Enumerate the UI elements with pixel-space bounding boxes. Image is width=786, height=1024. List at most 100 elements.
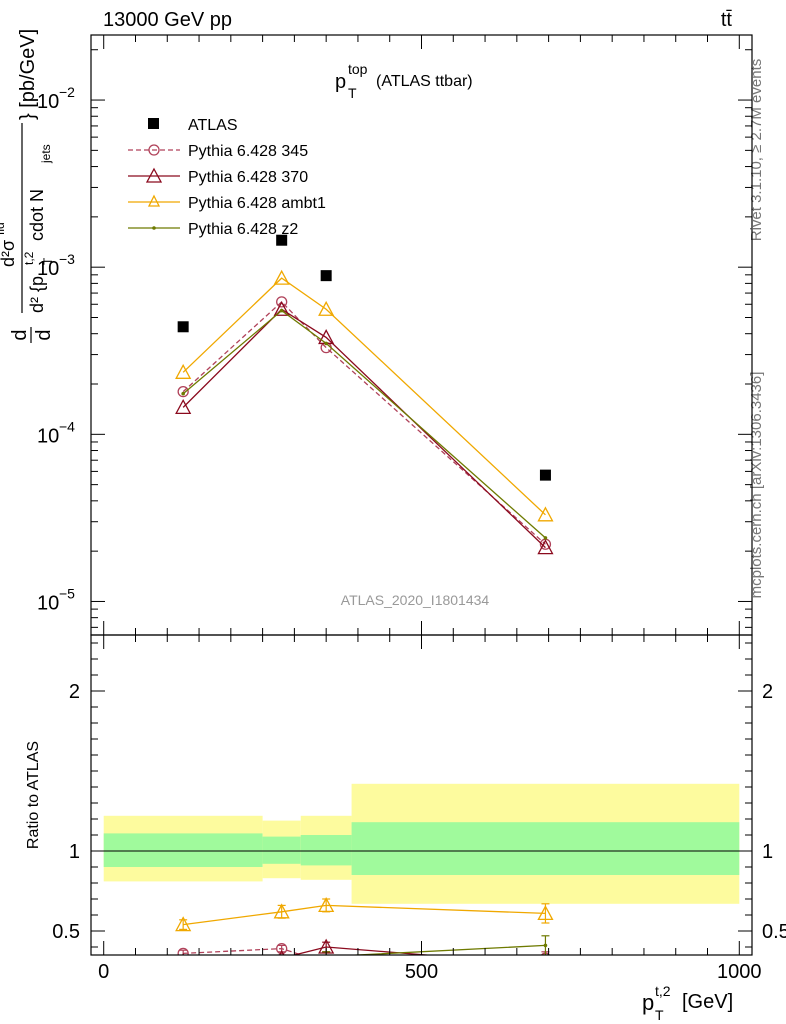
ylabel-d-top: d: [9, 329, 31, 340]
point-atlas-2: [320, 270, 332, 282]
point-pythia-6-428-370-3: [537, 539, 554, 555]
legend-label-ambt1: Pythia 6.428 ambt1: [188, 195, 326, 212]
main-panel: ATLAS_2020_I1801434 p top T (ATLAS ttbar…: [0, 29, 753, 636]
series-pythia-6-428-345: [177, 296, 552, 550]
title-sup: top: [348, 61, 368, 77]
ratio-point-pythia-6-428-345-1: [276, 942, 288, 955]
series-atlas: [177, 234, 551, 481]
legend-entry-atlas: ATLAS: [148, 117, 238, 134]
ratio-point-pythia-6-428-370-3: [538, 958, 552, 971]
ratio-panel: 0.5 0.5 1 1 2 2 0 500 1000 Ratio to ATLAS p t,2…: [25, 634, 786, 1023]
legend-marker-z2: [152, 226, 156, 230]
point-pythia-6-428-345-1: [276, 296, 288, 308]
point-pythia-6-428-370-1: [273, 300, 290, 316]
ylabel-num-sup: fid: [0, 222, 7, 235]
ratio-point-pythia-6-428-345-2: [321, 958, 331, 968]
legend-marker-atlas: [148, 118, 159, 129]
ratio-xtick-label: 1000: [717, 961, 762, 983]
main-ytick-label-base: 10: [37, 425, 59, 447]
series-line-pythia-6-428-ambt1: [182, 277, 546, 516]
legend-label-atlas: ATLAS: [188, 117, 238, 134]
legend-marker-370: [145, 167, 163, 183]
main-ytick-label-base: 10: [37, 91, 59, 113]
ratio-band-inner-1: [262, 836, 301, 864]
title-sub: T: [348, 85, 357, 101]
point-pythia-6-428-ambt1-1: [273, 269, 290, 285]
main-ylabel: d d d²σ fid d² {p t,2 T cdot N jets } [p…: [0, 29, 55, 343]
beam-label: 13000 GeV pp: [103, 9, 232, 31]
ylabel-units: } [pb/GeV]: [17, 29, 39, 120]
ratio-point-pythia-6-428-ambt1-0: [175, 916, 192, 932]
legend-entry-z2: Pythia 6.428 z2: [128, 221, 298, 238]
main-ytick-label-exp: −4: [59, 418, 75, 434]
point-pythia-6-428-ambt1-0: [175, 363, 192, 379]
ratio-point-pythia-6-428-ambt1-3: [537, 905, 554, 921]
ylabel-den-sup: t,2: [22, 251, 36, 265]
legend-marker-ambt1: [147, 194, 161, 207]
point-atlas-0: [177, 321, 189, 333]
analysis-watermark: ATLAS_2020_I1801434: [341, 592, 490, 608]
ratio-ytick-label: 1: [69, 841, 80, 863]
ratio-point-pythia-6-428-ambt1-1: [273, 903, 290, 919]
ratio-ytick-label-right: 2: [762, 681, 773, 703]
point-pythia-6-428-345-0: [177, 386, 189, 398]
legend-entry-ambt1: Pythia 6.428 ambt1: [128, 194, 326, 212]
series-line-pythia-6-428-345: [182, 300, 546, 545]
ratio-band-inner-0: [103, 833, 263, 867]
point-pythia-6-428-ambt1-3: [537, 506, 554, 522]
main-ytick-label-exp: −3: [59, 251, 75, 267]
xlabel-sub: T: [655, 1007, 664, 1023]
ratio-ytick-label-right: 1: [762, 841, 773, 863]
point-pythia-6-428-z2-0: [181, 391, 185, 396]
legend-label-z2: Pythia 6.428 z2: [188, 221, 298, 238]
point-atlas-3: [539, 469, 551, 481]
ratio-point-pythia-6-428-ambt1-2: [318, 897, 335, 913]
ratio-point-pythia-6-428-z2-1: [280, 964, 284, 968]
ratio-xtick-label: 0: [98, 961, 109, 983]
point-pythia-6-428-370-0: [175, 398, 192, 415]
point-pythia-6-428-z2-1: [279, 308, 284, 313]
ratio-series-pythia-6-428-z2: [181, 935, 550, 973]
title-suffix: (ATLAS ttbar): [376, 73, 473, 90]
legend-entry-345: Pythia 6.428 345: [128, 143, 308, 160]
legend-label-345: Pythia 6.428 345: [188, 143, 308, 160]
legend: ATLAS Pythia 6.428 345 Pythia 6.428 370 …: [128, 117, 326, 238]
main-ytick-label-base: 10: [37, 258, 59, 280]
ratio-point-pythia-6-428-345-0: [177, 947, 189, 955]
ratio-point-pythia-6-428-370-0: [182, 953, 185, 955]
ratio-line-pythia-6-428-z2: [344, 944, 546, 955]
ratio-ytick-label-right: 0.5: [762, 921, 786, 943]
ratio-point-pythia-6-428-z2-0: [181, 969, 185, 973]
ratio-series-pythia-6-428-345: [177, 942, 551, 968]
series-pythia-6-428-z2: [181, 308, 548, 540]
main-title: p top T (ATLAS ttbar): [335, 61, 473, 101]
ratio-frame: [90, 634, 753, 956]
ylabel-den-sub2: jets: [39, 144, 53, 164]
xlabel-main: p: [642, 990, 654, 1015]
ratio-band-inner-3: [351, 822, 740, 875]
ratio-band-inner-2: [300, 835, 352, 866]
ylabel-d-bottom: d: [33, 329, 55, 340]
legend-marker-345: [148, 144, 160, 156]
series-line-pythia-6-428-370: [182, 308, 546, 549]
point-pythia-6-428-z2-3: [543, 536, 548, 540]
main-ytick-label-base: 10: [37, 592, 59, 614]
title-main: p: [335, 71, 346, 93]
ylabel-den-mid: cdot N: [27, 189, 47, 241]
ylabel-den-sub: T: [41, 257, 55, 265]
process-label: tt̄: [721, 9, 733, 31]
point-pythia-6-428-ambt1-2: [318, 300, 335, 316]
series-line-pythia-6-428-z2: [182, 309, 546, 539]
ratio-line-pythia-6-428-ambt1: [183, 904, 546, 926]
ratio-line-pythia-6-428-345: [183, 947, 304, 955]
ratio-ytick-label: 0.5: [52, 921, 80, 943]
main-ytick-label-exp: −5: [59, 585, 75, 601]
legend-label-370: Pythia 6.428 370: [188, 169, 308, 186]
xlabel-units: [GeV]: [682, 991, 733, 1013]
main-ytick-label-exp: −2: [59, 84, 75, 100]
point-atlas-1: [276, 234, 288, 246]
ratio-xlabel: p t,2 T [GeV]: [642, 983, 733, 1023]
ratio-line-pythia-6-428-370: [291, 946, 434, 955]
ratio-ytick-label: 2: [69, 681, 80, 703]
